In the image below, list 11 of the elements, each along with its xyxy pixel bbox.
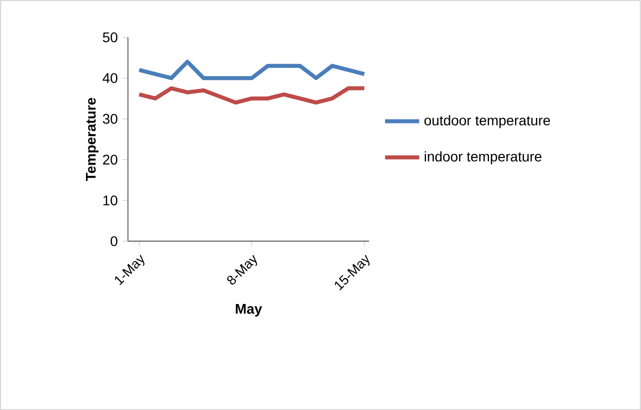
y-tick-label: 30 <box>102 114 118 124</box>
legend-label: indoor temperature <box>424 151 542 164</box>
line-series <box>137 86 366 104</box>
y-tick-label: 10 <box>103 195 118 206</box>
y-tick-label: 20 <box>103 154 118 164</box>
x-axis-title: May <box>236 304 262 316</box>
y-axis-title: Temperature <box>86 98 99 181</box>
y-tick-label: 0 <box>110 236 118 246</box>
legend-label: outdoor temperature <box>424 114 550 128</box>
y-tick-label: 40 <box>102 72 118 83</box>
y-tick-label: 50 <box>102 32 118 42</box>
